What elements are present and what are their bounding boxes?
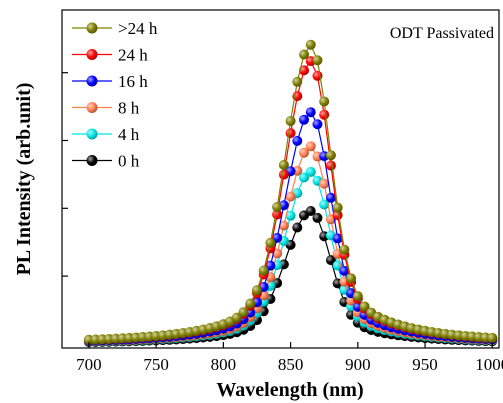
data-point: [319, 178, 330, 189]
data-point: [292, 76, 303, 87]
data-point: [285, 115, 296, 126]
legend-label: 16 h: [118, 72, 148, 91]
legend-item: 4 h: [72, 125, 140, 144]
series-24hh: [83, 39, 498, 345]
legend-label: 24 h: [118, 46, 148, 65]
data-point: [305, 141, 316, 152]
series-line: [88, 210, 493, 343]
data-point: [299, 65, 310, 76]
data-point: [272, 201, 283, 212]
data-point: [325, 160, 336, 171]
legend-item: >24 h: [72, 19, 158, 38]
data-point: [265, 237, 276, 248]
data-point: [332, 233, 343, 244]
data-point: [285, 210, 296, 221]
data-point: [352, 291, 363, 302]
data-point: [305, 166, 316, 177]
legend: >24 h 24 h 16 h 8 h 4 h 0 h: [72, 19, 158, 171]
data-point: [312, 119, 323, 130]
data-point: [245, 298, 256, 309]
data-point: [332, 210, 343, 221]
legend-marker: [86, 155, 98, 166]
data-point: [299, 172, 310, 183]
y-axis-title: PL Intensity (arb.unit): [13, 83, 35, 276]
data-point: [319, 199, 330, 210]
series-0hh: [83, 206, 498, 348]
legend-item: 16 h: [72, 72, 148, 91]
data-point: [292, 135, 303, 146]
legend-marker: [86, 102, 98, 113]
data-point: [339, 244, 350, 255]
data-point: [278, 159, 289, 170]
data-point: [299, 49, 310, 60]
x-tick-label: 700: [76, 355, 102, 374]
data-point: [251, 285, 262, 296]
x-tick-label: 800: [211, 355, 237, 374]
data-point: [299, 114, 310, 125]
data-point: [272, 209, 283, 220]
legend-marker: [86, 128, 98, 140]
series-16hh: [83, 107, 498, 346]
legend-label: 0 h: [118, 152, 140, 171]
plot-frame: [61, 9, 500, 349]
legend-item: 0 h: [72, 152, 140, 171]
data-point: [299, 147, 310, 158]
legend-marker: [86, 22, 98, 34]
data-point: [278, 169, 289, 180]
x-tick-label: 750: [143, 355, 169, 374]
data-point: [258, 265, 269, 276]
x-tick-label: 950: [412, 355, 438, 374]
legend-marker: [86, 75, 98, 87]
data-point: [325, 192, 336, 203]
legend-label: >24 h: [118, 19, 158, 38]
data-point: [332, 202, 343, 213]
legend-label: 8 h: [118, 99, 140, 118]
x-tick-label: 900: [345, 355, 371, 374]
x-tick-label: 1000: [475, 355, 503, 374]
data-point: [359, 301, 370, 312]
legend-item: 8 h: [72, 99, 140, 118]
data-point: [292, 222, 303, 233]
data-point: [346, 273, 357, 284]
data-point: [312, 55, 323, 66]
x-tick-label: 850: [278, 355, 304, 374]
x-axis-title: Wavelength (nm): [216, 379, 363, 401]
data-point: [319, 109, 330, 120]
data-point: [305, 39, 316, 50]
series-line: [88, 111, 493, 342]
data-point: [238, 307, 249, 318]
series-layer: [83, 39, 498, 348]
data-point: [319, 96, 330, 107]
data-point: [285, 128, 296, 139]
legend-label: 4 h: [118, 125, 140, 144]
data-point: [285, 191, 296, 202]
data-point: [278, 220, 289, 231]
data-point: [305, 206, 316, 217]
data-point: [231, 312, 242, 323]
annotation-label: ODT Passivated: [390, 25, 494, 42]
data-point: [339, 265, 350, 276]
ticks-layer: 700 750 800 850 900 950 1000: [62, 72, 503, 374]
data-point: [312, 212, 323, 223]
legend-marker: [86, 49, 98, 60]
data-point: [487, 332, 498, 343]
data-point: [325, 150, 336, 161]
data-point: [305, 107, 316, 118]
data-point: [325, 255, 336, 266]
legend-item: 24 h: [72, 46, 148, 65]
